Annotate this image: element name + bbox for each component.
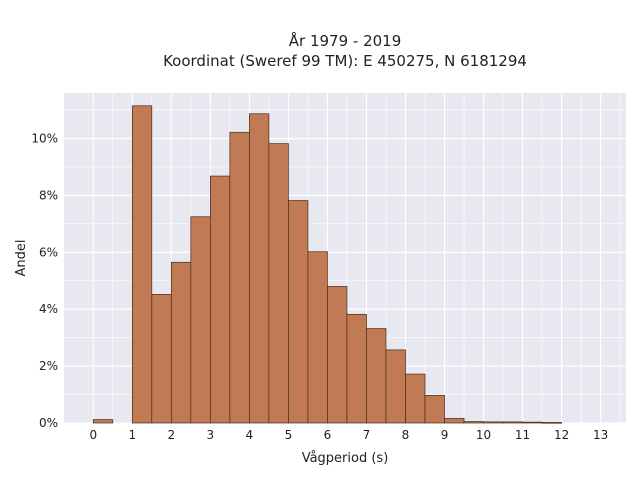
histogram-bar: [444, 418, 465, 424]
histogram-bar: [522, 421, 543, 424]
histogram-bar: [131, 105, 153, 424]
histogram-bar: [483, 421, 504, 424]
x-axis-label: Vågperiod (s): [302, 451, 389, 466]
histogram-bar: [327, 286, 348, 424]
histogram-bar: [170, 261, 192, 424]
x-tick-label: 3: [207, 428, 215, 442]
y-tick-label: 2%: [39, 359, 58, 373]
x-tick-label: 6: [324, 428, 332, 442]
y-tick-label: 6%: [39, 245, 58, 259]
x-tick-label: 1: [128, 428, 136, 442]
histogram-bar: [385, 349, 406, 424]
x-tick-label: 5: [285, 428, 293, 442]
chart-title-line-2: Koordinat (Sweref 99 TM): E 450275, N 61…: [163, 52, 527, 70]
histogram-bar: [151, 294, 172, 424]
x-tick-label: 9: [441, 428, 449, 442]
x-tick-label: 4: [246, 428, 254, 442]
chart-title-line-1: År 1979 - 2019: [289, 31, 402, 50]
histogram-bar: [307, 251, 328, 424]
histogram-bar: [268, 143, 289, 424]
histogram-bar: [346, 313, 367, 424]
y-axis-label: Andel: [14, 240, 29, 277]
x-tick-label: 2: [168, 428, 176, 442]
y-tick-label: 0%: [39, 416, 58, 430]
histogram-bar: [92, 419, 114, 424]
x-tick-labels: 0 1 2 3 4 5 6 7 8 9 10 11 12 13: [89, 428, 608, 442]
y-tick-label: 8%: [39, 188, 58, 202]
y-tick-label: 4%: [39, 302, 58, 316]
x-tick-label: 10: [476, 428, 491, 442]
histogram-bar: [229, 131, 250, 424]
histogram-bar: [249, 113, 270, 424]
x-tick-label: 8: [402, 428, 410, 442]
x-tick-label: 13: [593, 428, 608, 442]
y-tick-labels: 0% 2% 4% 6% 8% 10%: [31, 132, 58, 430]
histogram-bar: [288, 200, 309, 424]
x-tick-label: 12: [554, 428, 569, 442]
x-tick-label: 0: [89, 428, 97, 442]
histogram-bar: [502, 421, 523, 424]
histogram-bar: [405, 373, 426, 424]
histogram-bar: [190, 216, 211, 424]
histogram-bar: [463, 421, 484, 424]
bars: [92, 105, 562, 424]
histogram-bar: [210, 175, 231, 424]
histogram-bar: [424, 395, 445, 424]
x-tick-label: 7: [363, 428, 371, 442]
histogram-bar: [366, 328, 387, 424]
x-tick-label: 11: [515, 428, 530, 442]
y-tick-label: 10%: [31, 132, 58, 146]
histogram-bar: [541, 422, 562, 424]
